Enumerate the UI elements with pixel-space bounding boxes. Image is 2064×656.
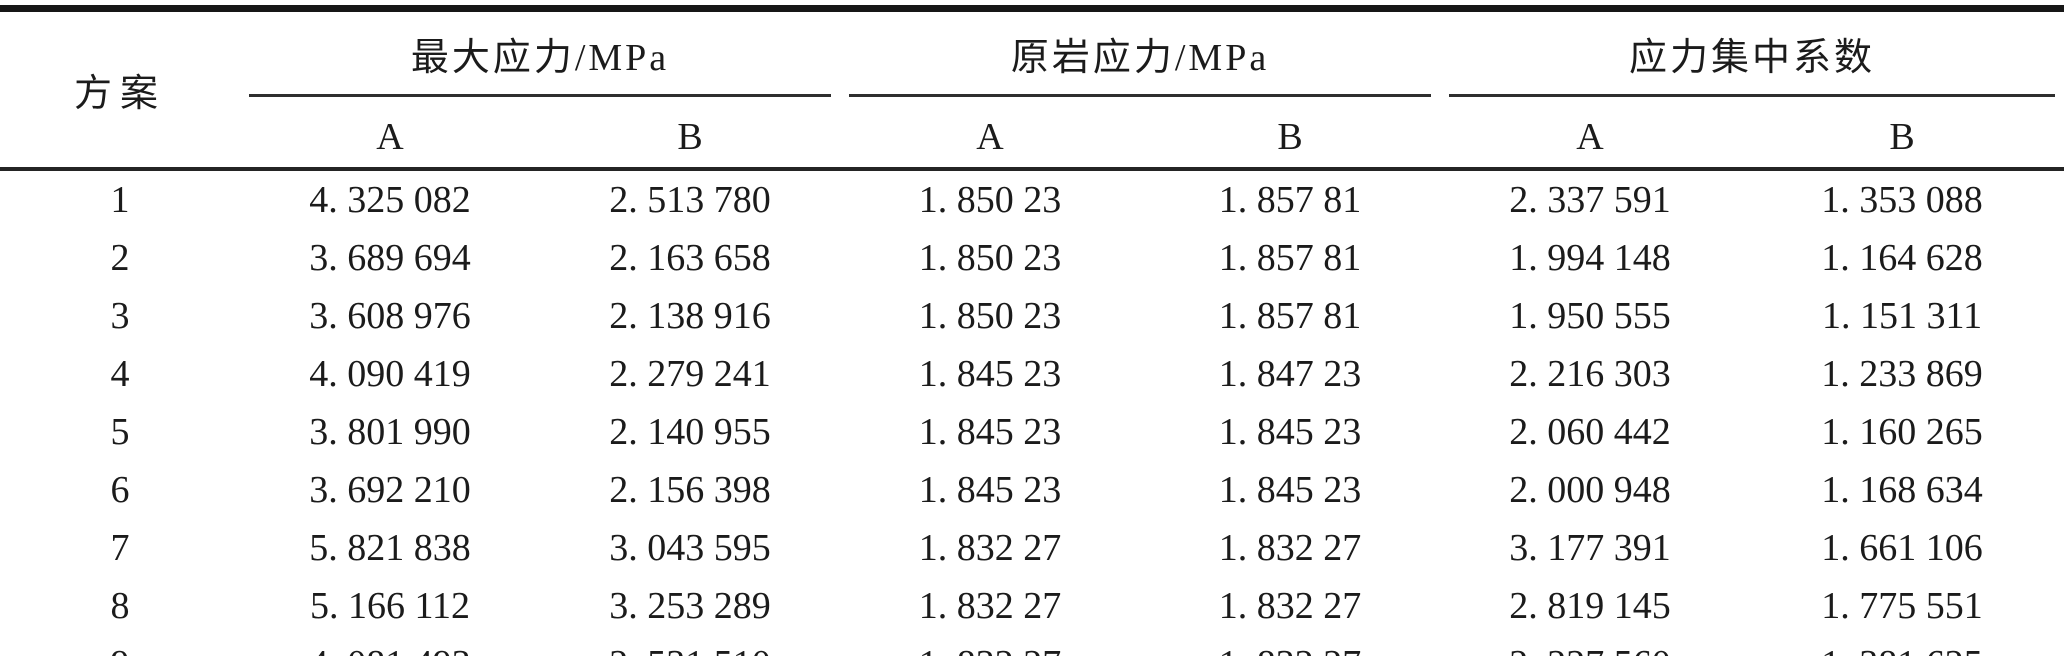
table-row: 8 5. 166 112 3. 253 289 1. 832 27 1. 832 27 2… [0, 577, 2064, 635]
value-cell: 1. 151 311 [1821, 295, 1983, 337]
value-cell: 3. 043 595 [609, 527, 771, 569]
value-cell: 3. 608 976 [309, 295, 471, 337]
value-cell: 3. 253 289 [609, 585, 771, 627]
value-cell: 1. 845 23 [918, 469, 1062, 511]
value-cell: 5. 821 838 [309, 527, 471, 569]
value-cell: 1. 857 81 [1218, 295, 1362, 337]
value-cell: 1. 661 106 [1821, 527, 1983, 569]
subheader-insitu-stress-b: B [1140, 97, 1441, 171]
value-cell: 1. 832 27 [1140, 635, 1440, 656]
value-cell: 2. 060 442 [1509, 411, 1671, 453]
stress-results-table: 方案 最大应力/MPa 原岩应力/MPa 应力集中系数 A B A B A B [0, 5, 2064, 656]
value-cell: 2. 138 916 [609, 295, 771, 337]
sub-header-row: A B A B A B [0, 97, 2064, 171]
scheme-cell: 7 [110, 527, 130, 569]
value-cell: 2. 140 955 [609, 411, 771, 453]
value-cell: 2. 531 510 [540, 635, 840, 656]
group-header-max-stress: 最大应力/MPa [240, 9, 840, 97]
subheader-max-stress-b: B [540, 97, 841, 171]
value-cell: 1. 847 23 [1218, 353, 1362, 395]
group-header-max-stress-label: 最大应力/MPa [249, 26, 832, 97]
scheme-cell: 3 [110, 295, 130, 337]
scheme-cell: 2 [110, 237, 130, 279]
value-cell: 4. 325 082 [309, 179, 471, 221]
subheader-concentration-a: A [1440, 97, 1741, 171]
value-cell: 3. 692 210 [309, 469, 471, 511]
value-cell: 1. 845 23 [918, 353, 1062, 395]
value-cell: 1. 845 23 [918, 411, 1062, 453]
value-cell: 3. 689 694 [309, 237, 471, 279]
subheader-concentration-b: B [1740, 97, 2064, 171]
value-cell: 1. 832 27 [918, 585, 1062, 627]
subheader-max-stress-a: A [240, 97, 540, 171]
value-cell: 2. 216 303 [1509, 353, 1671, 395]
table-row: 94. 081 4932. 531 5101. 832 271. 832 272… [0, 635, 2064, 656]
table-row: 7 5. 821 838 3. 043 595 1. 832 27 1. 832 27 3… [0, 519, 2064, 577]
value-cell: 3. 177 391 [1509, 527, 1671, 569]
scheme-cell: 4 [110, 353, 130, 395]
value-cell: 1. 160 265 [1821, 411, 1983, 453]
group-header-concentration-factor: 应力集中系数 [1440, 9, 2064, 97]
value-cell: 2. 163 658 [609, 237, 771, 279]
table-row: 3 3. 608 976 2. 138 916 1. 850 23 1. 857 81 1… [0, 287, 2064, 345]
subheader-insitu-stress-a: A [840, 97, 1141, 171]
table-row: 2 3. 689 694 2. 163 658 1. 850 23 1. 857 81 1… [0, 229, 2064, 287]
value-cell: 2. 513 780 [609, 179, 771, 221]
value-cell: 1. 381 625 [1740, 635, 2064, 656]
value-cell: 2. 337 591 [1509, 179, 1671, 221]
value-cell: 1. 832 27 [918, 527, 1062, 569]
value-cell: 1. 233 869 [1821, 353, 1983, 395]
value-cell: 1. 845 23 [1218, 411, 1362, 453]
table-header: 方案 最大应力/MPa 原岩应力/MPa 应力集中系数 A B A B A B [0, 8, 2064, 171]
value-cell: 5. 166 112 [309, 585, 471, 627]
value-cell: 1. 168 634 [1821, 469, 1983, 511]
value-cell: 1. 832 27 [840, 635, 1140, 656]
value-cell: 1. 164 628 [1821, 237, 1983, 279]
scheme-cell: 1 [110, 179, 130, 221]
value-cell: 2. 000 948 [1509, 469, 1671, 511]
value-cell: 1. 950 555 [1509, 295, 1671, 337]
value-cell: 1. 845 23 [1218, 469, 1362, 511]
value-cell: 3. 801 990 [309, 411, 471, 453]
value-cell: 2. 156 398 [609, 469, 771, 511]
value-cell: 1. 775 551 [1821, 585, 1983, 627]
group-header-insitu-stress: 原岩应力/MPa [840, 9, 1440, 97]
group-header-insitu-stress-label: 原岩应力/MPa [849, 26, 1432, 97]
value-cell: 1. 850 23 [918, 179, 1062, 221]
value-cell: 1. 850 23 [918, 295, 1062, 337]
column-header-scheme: 方案 [0, 8, 240, 171]
value-cell: 1. 832 27 [1218, 585, 1362, 627]
value-cell: 2. 279 241 [609, 353, 771, 395]
scheme-cell: 8 [110, 585, 130, 627]
value-cell: 1. 353 088 [1821, 179, 1983, 221]
value-cell: 2. 819 145 [1509, 585, 1671, 627]
value-cell: 1. 994 148 [1509, 237, 1671, 279]
scheme-cell: 9 [0, 635, 240, 656]
value-cell: 1. 857 81 [1218, 179, 1362, 221]
value-cell: 2. 227 560 [1440, 635, 1740, 656]
value-cell: 4. 090 419 [309, 353, 471, 395]
scheme-cell: 6 [110, 469, 130, 511]
table-row: 1 4. 325 082 2. 513 780 1. 850 23 1. 857 81 2… [0, 169, 2064, 229]
table-row: 4 4. 090 419 2. 279 241 1. 845 23 1. 847 23 2… [0, 345, 2064, 403]
table-row: 5 3. 801 990 2. 140 955 1. 845 23 1. 845 23 2… [0, 403, 2064, 461]
group-header-concentration-factor-label: 应力集中系数 [1449, 26, 2056, 97]
value-cell: 1. 850 23 [918, 237, 1062, 279]
table-row: 6 3. 692 210 2. 156 398 1. 845 23 1. 845 23 2… [0, 461, 2064, 519]
scheme-cell: 5 [110, 411, 130, 453]
value-cell: 4. 081 493 [240, 635, 540, 656]
table-body: 1 4. 325 082 2. 513 780 1. 850 23 1. 857 81 2… [0, 169, 2064, 656]
group-header-row: 方案 最大应力/MPa 原岩应力/MPa 应力集中系数 [0, 8, 2064, 171]
value-cell: 1. 857 81 [1218, 237, 1362, 279]
value-cell: 1. 832 27 [1218, 527, 1362, 569]
